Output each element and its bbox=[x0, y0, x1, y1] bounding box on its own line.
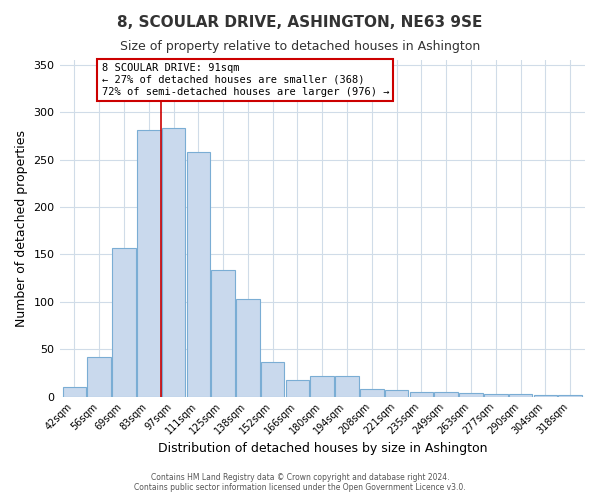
Bar bbox=[236, 299, 260, 396]
Bar bbox=[162, 128, 185, 396]
Bar bbox=[559, 394, 582, 396]
Text: 8 SCOULAR DRIVE: 91sqm
← 27% of detached houses are smaller (368)
72% of semi-de: 8 SCOULAR DRIVE: 91sqm ← 27% of detached… bbox=[101, 64, 389, 96]
Bar bbox=[335, 376, 359, 396]
Bar bbox=[88, 357, 111, 397]
Bar bbox=[112, 248, 136, 396]
Bar bbox=[187, 152, 210, 396]
Bar bbox=[310, 376, 334, 396]
Bar bbox=[137, 130, 161, 396]
Bar bbox=[385, 390, 409, 396]
Bar bbox=[410, 392, 433, 396]
Bar bbox=[286, 380, 309, 396]
Text: Contains HM Land Registry data © Crown copyright and database right 2024.
Contai: Contains HM Land Registry data © Crown c… bbox=[134, 473, 466, 492]
X-axis label: Distribution of detached houses by size in Ashington: Distribution of detached houses by size … bbox=[158, 442, 487, 455]
Bar bbox=[509, 394, 532, 396]
Bar bbox=[533, 394, 557, 396]
Bar bbox=[62, 387, 86, 396]
Text: 8, SCOULAR DRIVE, ASHINGTON, NE63 9SE: 8, SCOULAR DRIVE, ASHINGTON, NE63 9SE bbox=[118, 15, 482, 30]
Bar bbox=[459, 393, 483, 396]
Bar bbox=[261, 362, 284, 396]
Text: Size of property relative to detached houses in Ashington: Size of property relative to detached ho… bbox=[120, 40, 480, 53]
Y-axis label: Number of detached properties: Number of detached properties bbox=[15, 130, 28, 327]
Bar bbox=[360, 389, 383, 396]
Bar bbox=[484, 394, 508, 396]
Bar bbox=[434, 392, 458, 396]
Bar bbox=[211, 270, 235, 396]
